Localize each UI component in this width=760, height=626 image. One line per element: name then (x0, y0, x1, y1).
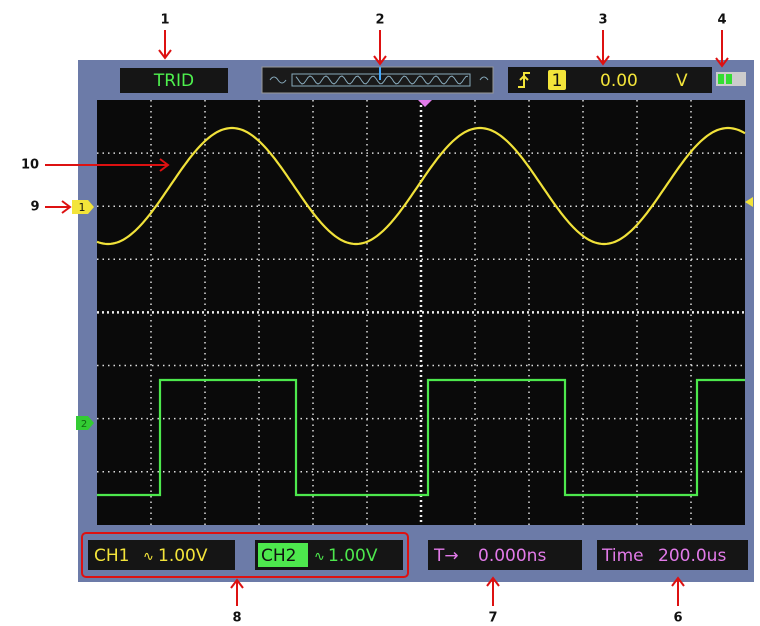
callout: 7 (488, 611, 497, 626)
callout: 1 (160, 13, 169, 28)
callout-arrow (45, 201, 70, 213)
time-label: Time (601, 546, 644, 566)
trigger-status: TRID (153, 71, 194, 91)
callout-arrow (672, 578, 684, 606)
trigger-channel: 1 (552, 71, 563, 91)
callout-arrow (374, 30, 386, 64)
battery-cell (718, 74, 724, 84)
callout: 3 (598, 13, 607, 28)
callout-arrow (597, 30, 609, 64)
ch2-marker-label: 2 (81, 419, 87, 430)
callout: 2 (375, 13, 384, 28)
battery-cell (726, 74, 732, 84)
callout-arrow (716, 30, 728, 66)
ch2-scale: 1.00V (328, 546, 378, 566)
offset-label: T→ (433, 546, 459, 566)
ch1-marker-label: 1 (79, 201, 86, 214)
coupling-icon: ∿ (314, 550, 325, 565)
coupling-icon: ∿ (143, 550, 154, 565)
trigger-unit: V (676, 71, 688, 91)
callout: 9 (30, 200, 39, 215)
callout: 6 (673, 611, 682, 626)
callout-arrow (159, 30, 171, 58)
time-value: 200.0us (658, 546, 726, 566)
callout: 4 (717, 13, 726, 28)
callout-arrow (231, 580, 243, 606)
callout-arrow (487, 578, 499, 606)
callout: 10 (21, 158, 39, 173)
ch1-label: CH1 (94, 546, 129, 566)
callout: 8 (232, 611, 241, 626)
trigger-level: 0.00 (600, 71, 638, 91)
oscilloscope-figure: TRID 1 0.00 V 1 2 CH1 ∿ 1.00V CH2 ∿ 1.00… (0, 0, 760, 626)
ch1-scale: 1.00V (158, 546, 208, 566)
ch2-label: CH2 (261, 546, 296, 566)
offset-value: 0.000ns (478, 546, 546, 566)
